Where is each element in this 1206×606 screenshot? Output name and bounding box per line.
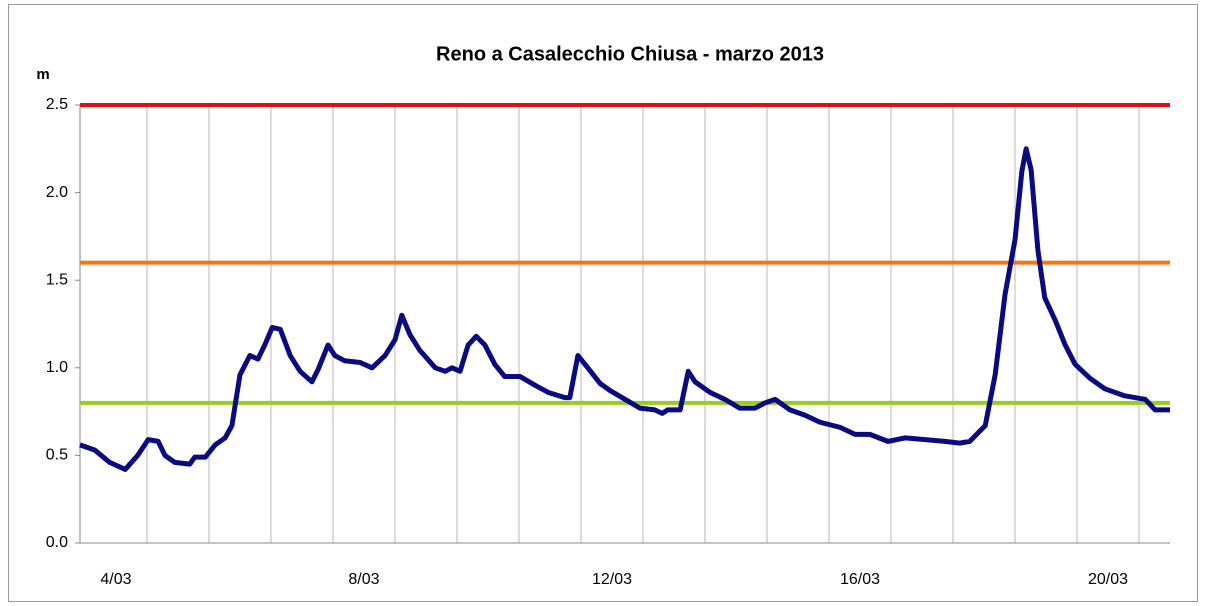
x-tick-label: 8/03 bbox=[348, 571, 379, 588]
x-tick-label: 20/03 bbox=[1088, 571, 1128, 588]
y-tick-label: 1.5 bbox=[46, 271, 68, 288]
x-tick-label: 4/03 bbox=[100, 571, 131, 588]
data-line bbox=[79, 146, 1170, 472]
y-tick-label: 0.5 bbox=[46, 447, 68, 464]
x-tick-label: 16/03 bbox=[840, 571, 880, 588]
y-tick-label: 2.0 bbox=[46, 184, 68, 201]
chart-title: Reno a Casalecchio Chiusa - marzo 2013 bbox=[436, 43, 824, 65]
y-tick-label: 0.0 bbox=[46, 534, 68, 551]
y-tick-label: 2.5 bbox=[46, 96, 68, 113]
x-tick-label: 12/03 bbox=[592, 571, 632, 588]
y-tick-label: 1.0 bbox=[46, 359, 68, 376]
y-axis-label: m bbox=[36, 66, 49, 83]
frame bbox=[8, 4, 1198, 602]
